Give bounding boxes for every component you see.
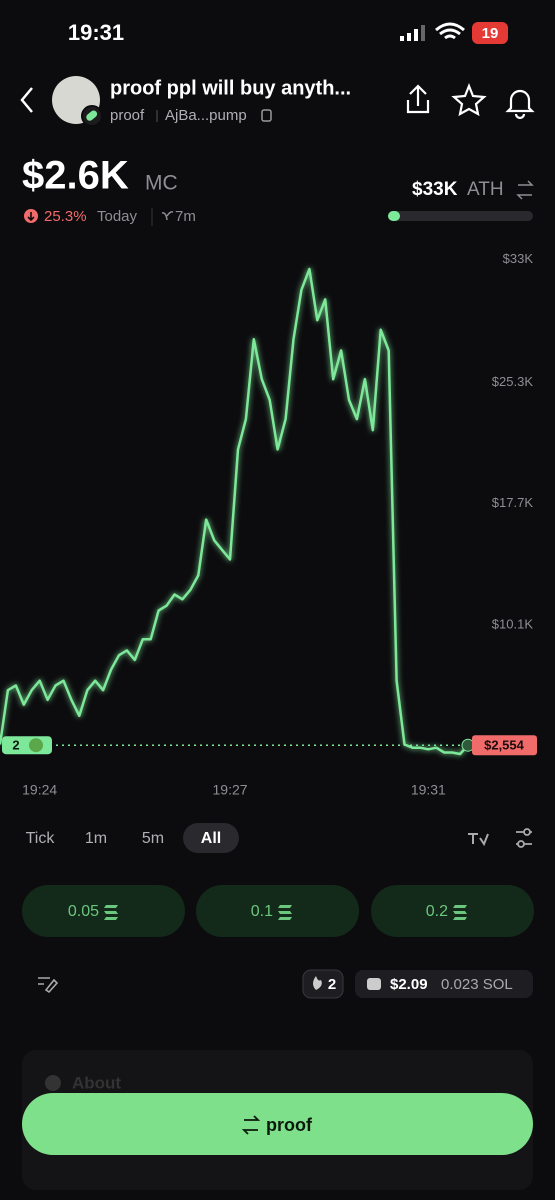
quick-buy-button[interactable] <box>371 885 534 937</box>
ath-progress-track <box>388 211 533 221</box>
favorite-button[interactable] <box>451 83 487 117</box>
y-tick-label: $17.7K <box>492 495 534 510</box>
down-arrow <box>27 212 35 222</box>
pill-icon <box>86 110 98 121</box>
copy-icon[interactable] <box>261 109 272 122</box>
info-icon <box>45 1075 61 1091</box>
market-cap: $2.6K <box>22 154 129 198</box>
y-tick-label: $10.1K <box>492 616 534 631</box>
quick-buy-amount: 0.1 <box>251 903 273 920</box>
battery <box>472 22 508 44</box>
swap-icon <box>241 1115 261 1135</box>
trade-marker <box>2 736 52 755</box>
timeframe-selector: Tick 1m 5m All <box>26 823 239 853</box>
quick-buy-button[interactable] <box>22 885 185 937</box>
quick-buy-row: 0.05 0.1 0.2 <box>22 885 534 937</box>
sprout-icon <box>161 211 174 221</box>
token-ticker: proof <box>110 107 145 124</box>
y-tick-label: $33K <box>503 251 534 266</box>
swap-icon[interactable] <box>516 180 534 200</box>
chart-type-button[interactable] <box>468 833 489 847</box>
x-tick-label: 19:27 <box>213 782 248 798</box>
edit-presets-button[interactable] <box>38 977 59 994</box>
ath-progress-fill <box>388 211 400 221</box>
change-percent: 25.3% <box>44 208 87 225</box>
timeframe-option[interactable]: 5m <box>142 830 164 847</box>
token-age: 7m <box>175 208 196 225</box>
wallet-icon <box>367 978 381 990</box>
y-tick-label: $25.3K <box>492 374 534 389</box>
sol-icon <box>104 905 118 920</box>
trade-button[interactable] <box>22 1093 533 1155</box>
battery-level: 19 <box>482 25 499 42</box>
timeframe-option[interactable]: All <box>201 830 221 847</box>
wallet-sol: 0.023 SOL <box>441 976 513 993</box>
status-time: 19:31 <box>68 20 124 45</box>
quick-buy-button[interactable] <box>196 885 359 937</box>
share-button[interactable] <box>406 84 430 114</box>
token-title: proof ppl will buy anyth... <box>110 77 351 99</box>
ath-value: $33K <box>412 179 458 200</box>
fire-icon <box>313 976 322 990</box>
wallet-usd: $2.09 <box>390 976 428 993</box>
x-tick-label: 19:31 <box>411 782 446 798</box>
quick-buy-amount: 0.2 <box>426 903 448 920</box>
wifi-icon <box>435 22 465 40</box>
back-button[interactable] <box>20 87 33 113</box>
settings-button[interactable] <box>516 828 532 848</box>
about-heading: About <box>72 1073 121 1092</box>
timeframe-option[interactable]: Tick <box>26 830 56 847</box>
ath-label: ATH <box>467 179 504 200</box>
current-price-label: $2,554 <box>484 738 525 753</box>
signal-icon <box>400 25 425 41</box>
trader-avatar <box>29 738 43 753</box>
notify-button[interactable] <box>505 89 535 120</box>
trade-label: proof <box>266 1115 313 1135</box>
change-period: Today <box>97 208 138 225</box>
timeframe-option[interactable]: 1m <box>85 830 107 847</box>
sol-icon <box>453 905 467 920</box>
quick-buy-amount: 0.05 <box>68 903 99 920</box>
price-chart: $33K$25.3K$17.7K$10.1K$2.5K19:2419:2719:… <box>0 251 537 798</box>
current-price-tag <box>472 735 537 756</box>
timeframe-active-bg <box>183 823 239 853</box>
market-cap-unit: MC <box>145 172 178 195</box>
price-line <box>0 267 469 756</box>
sol-icon <box>278 905 292 920</box>
holders-pill[interactable] <box>302 969 344 999</box>
trade-marker-label: 2 <box>12 738 19 753</box>
x-tick-label: 19:24 <box>22 782 57 798</box>
holders-count: 2 <box>328 976 336 993</box>
wallet-pill[interactable] <box>355 970 533 998</box>
token-address[interactable]: AjBa...pump <box>165 107 247 124</box>
